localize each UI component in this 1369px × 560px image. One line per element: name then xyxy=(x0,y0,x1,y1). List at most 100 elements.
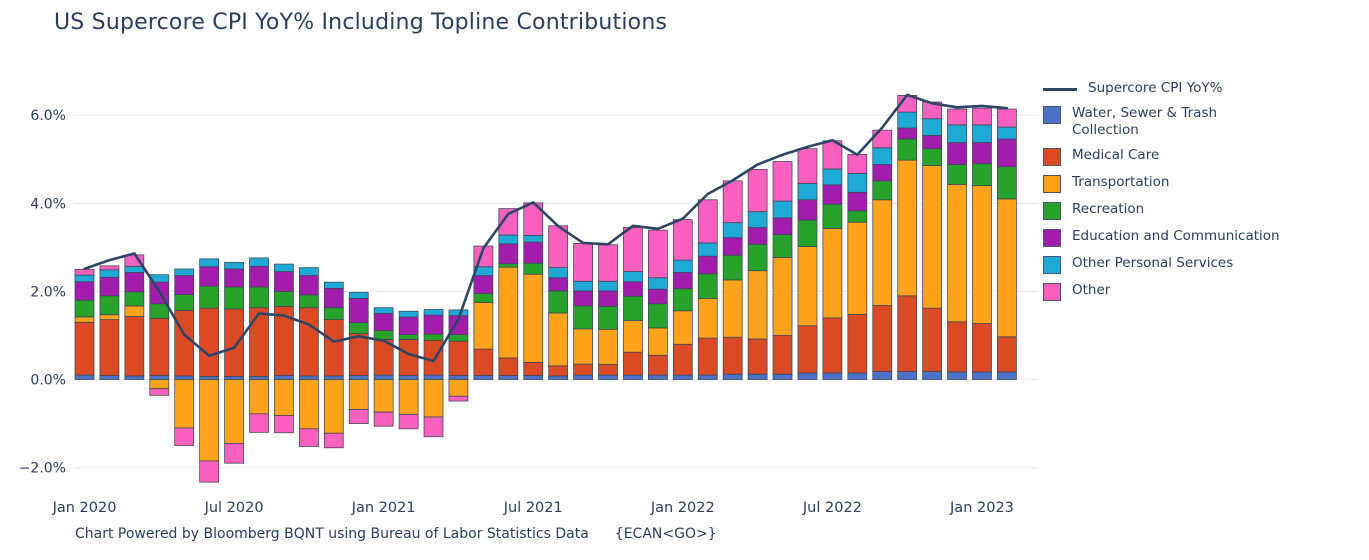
bar-segment xyxy=(274,291,294,307)
bar-segment xyxy=(648,327,668,356)
bar-segment xyxy=(648,288,668,305)
bar-segment xyxy=(423,333,444,341)
bar-segment xyxy=(922,165,942,309)
bar-segment xyxy=(772,161,793,202)
legend-item[interactable]: Other Personal Services xyxy=(1043,255,1280,274)
legend-item[interactable]: Water, Sewer & Trash Collection xyxy=(1043,105,1280,139)
bar-segment xyxy=(747,338,768,375)
bar-segment xyxy=(573,280,593,292)
bar-segment xyxy=(872,180,893,201)
bar-segment xyxy=(398,316,419,335)
bar-segment xyxy=(747,243,768,272)
bar-segment xyxy=(722,336,743,375)
bar-segment xyxy=(672,374,693,380)
bar-segment xyxy=(997,138,1017,168)
bar-segment xyxy=(797,199,818,221)
legend-item[interactable]: Supercore CPI YoY% xyxy=(1043,80,1280,97)
bar-segment xyxy=(972,371,992,380)
bar-segment xyxy=(224,308,244,377)
bar-segment xyxy=(74,321,95,376)
bar-segment xyxy=(922,118,942,136)
bar-segment xyxy=(199,307,220,377)
bar-segment xyxy=(224,442,244,464)
bar-segment xyxy=(373,411,394,427)
bar-segment xyxy=(697,255,718,275)
bar-segment xyxy=(298,375,319,380)
y-tick-label: 2.0% xyxy=(30,284,66,300)
bar-segment xyxy=(199,258,220,268)
bar-segment xyxy=(224,261,244,270)
bar-segment xyxy=(99,314,120,320)
bar-segment xyxy=(124,305,145,317)
bar-segment xyxy=(423,314,444,335)
legend-label: Supercore CPI YoY% xyxy=(1088,80,1223,96)
bar-segment xyxy=(298,379,319,430)
bar-segment xyxy=(598,290,618,307)
bar-segment xyxy=(523,241,544,264)
bar-segment xyxy=(997,336,1017,373)
bar-segment xyxy=(274,271,294,292)
y-tick-label: 0.0% xyxy=(30,373,66,389)
bar-segment xyxy=(947,164,967,185)
bar-segment xyxy=(672,310,693,345)
bar-segment xyxy=(473,302,494,350)
bar-segment xyxy=(274,375,294,380)
bar-segment xyxy=(722,373,743,380)
legend-item[interactable]: Transportation xyxy=(1043,174,1280,193)
bar-segment xyxy=(224,376,244,380)
bar-segment xyxy=(274,415,294,434)
bar-segment xyxy=(249,379,269,415)
bar-segment xyxy=(847,372,868,380)
bar-segment xyxy=(997,166,1017,200)
legend-color-swatch xyxy=(1043,228,1061,247)
legend-color-swatch xyxy=(1043,201,1061,220)
bar-segment xyxy=(922,307,942,372)
bar-segment xyxy=(697,374,718,380)
legend-item[interactable]: Other xyxy=(1043,282,1280,301)
bar-segment xyxy=(149,379,170,390)
bar-segment xyxy=(498,208,519,236)
bar-segment xyxy=(598,306,618,330)
bar-segment xyxy=(947,108,967,126)
bar-segment xyxy=(373,307,394,314)
bar-segment xyxy=(174,294,195,311)
bar-segment xyxy=(398,375,419,380)
bar-segment xyxy=(398,413,419,430)
bar-segment xyxy=(473,348,494,376)
bar-segment xyxy=(323,281,344,289)
bar-segment xyxy=(697,273,718,299)
bar-segment xyxy=(947,142,967,165)
bar-segment xyxy=(249,376,269,380)
bar-segment xyxy=(872,305,893,372)
bar-segment xyxy=(747,169,768,213)
bar-segment xyxy=(772,234,793,258)
legend-item[interactable]: Education and Communication xyxy=(1043,228,1280,247)
bar-segment xyxy=(897,111,918,129)
bar-segment xyxy=(747,270,768,340)
bar-segment xyxy=(498,357,519,376)
bar-segment xyxy=(348,322,369,335)
bar-segment xyxy=(548,365,569,377)
bar-segment xyxy=(872,129,893,149)
bar-segment xyxy=(298,275,319,296)
bar-segment xyxy=(722,237,743,256)
bar-segment xyxy=(448,379,469,397)
legend-label: Recreation xyxy=(1072,200,1145,217)
legend-label: Other xyxy=(1072,281,1111,298)
bar-segment xyxy=(972,185,992,324)
bar-segment xyxy=(623,281,643,297)
bar-segment xyxy=(897,138,918,161)
bar-segment xyxy=(797,325,818,374)
bar-segment xyxy=(598,280,618,292)
bar-segment xyxy=(672,272,693,290)
bar-segment xyxy=(199,285,220,309)
bar-segment xyxy=(523,361,544,376)
legend-item[interactable]: Recreation xyxy=(1043,201,1280,220)
legend-item[interactable]: Medical Care xyxy=(1043,147,1280,166)
x-tick-label: Jul 2020 xyxy=(204,500,264,516)
legend-line-swatch xyxy=(1043,88,1077,91)
bar-segment xyxy=(623,227,643,272)
bar-segment xyxy=(99,295,120,316)
